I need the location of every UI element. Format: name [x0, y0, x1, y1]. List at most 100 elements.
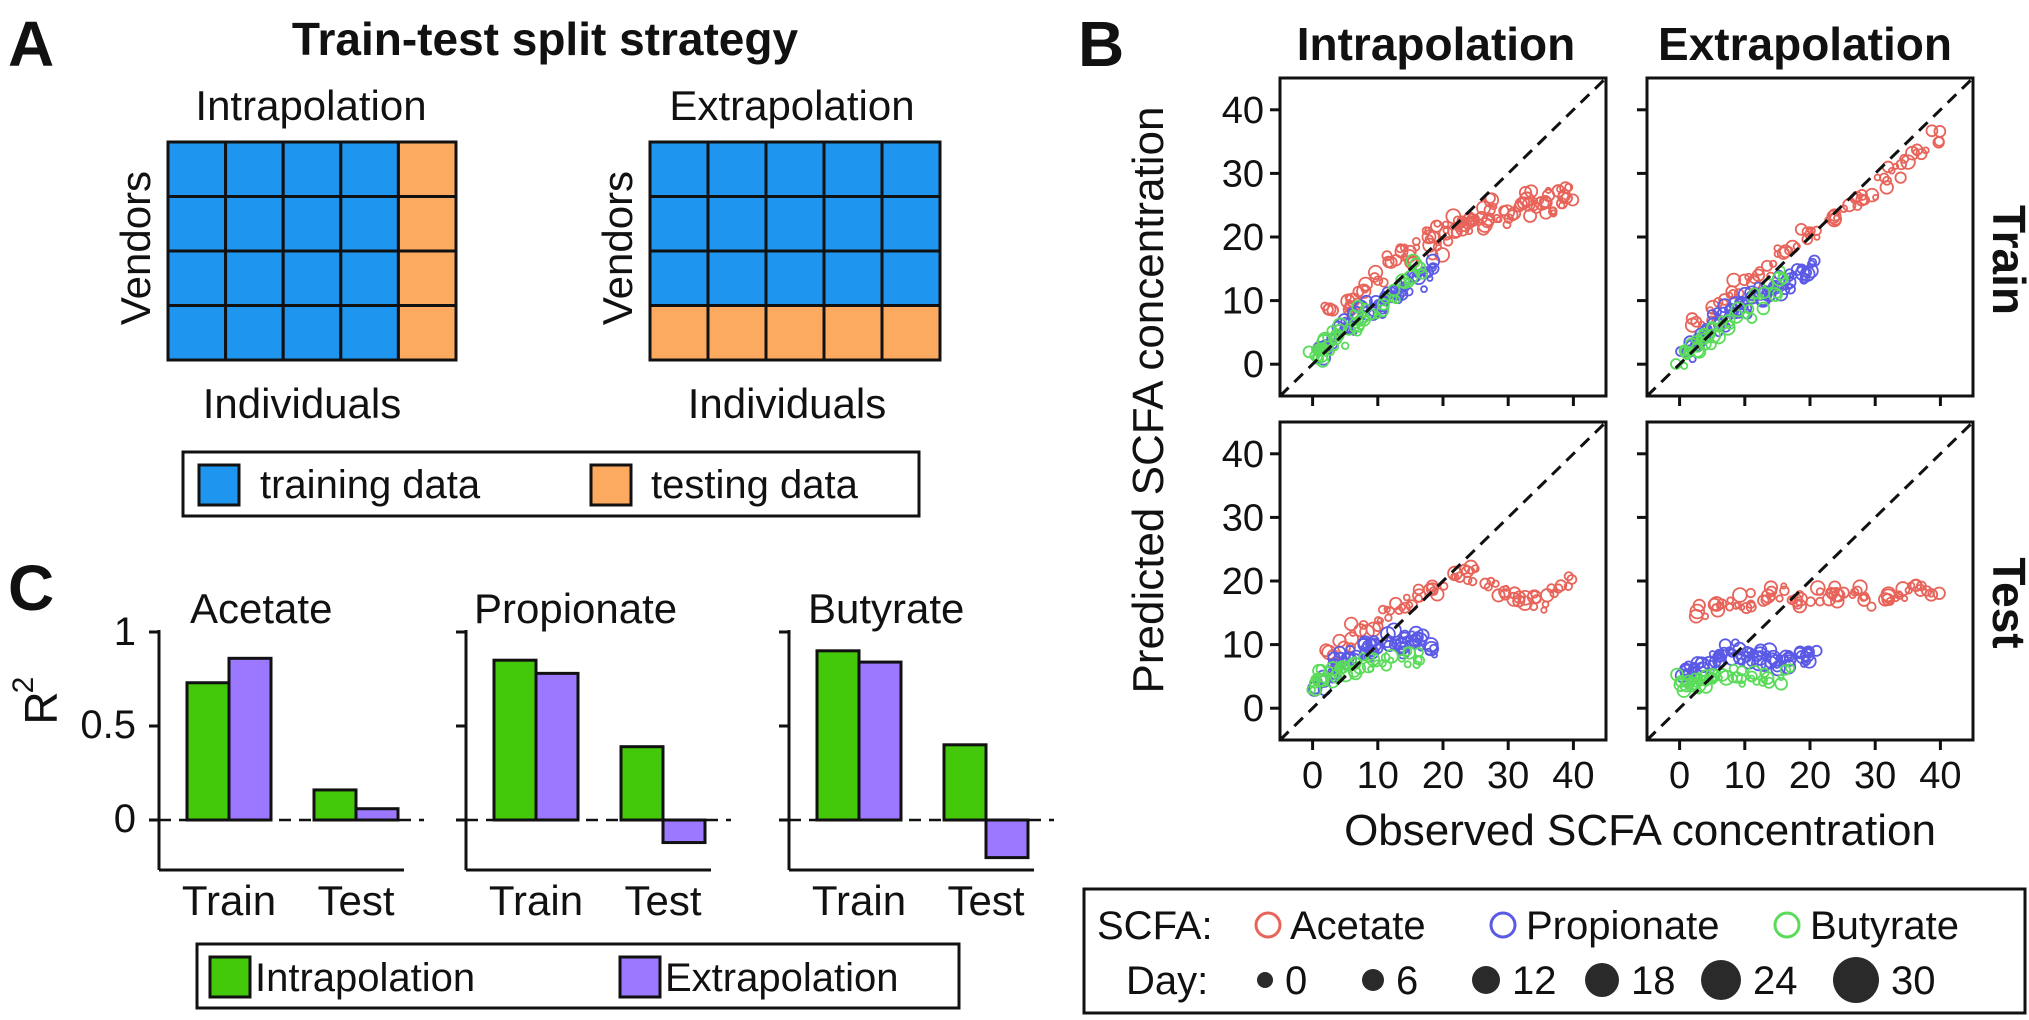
point-acetate — [1751, 268, 1766, 282]
point-acetate — [1566, 574, 1578, 585]
grid-cell-training — [224, 249, 285, 307]
scfa-legend-box — [1082, 887, 2027, 1015]
day-size-marker — [1362, 969, 1384, 991]
point-propionate — [1741, 646, 1753, 657]
day-legend: 0 6 12 18 24 30 — [1257, 957, 1936, 1003]
point-propionate — [1799, 651, 1811, 662]
point-butyrate — [1771, 271, 1788, 287]
point-acetate — [1684, 317, 1701, 333]
grid-extra-xlabel: Individuals — [688, 380, 886, 427]
point-propionate — [1386, 622, 1402, 639]
point-acetate — [1716, 601, 1725, 611]
grid-cell-training — [339, 249, 400, 307]
day-size-label: 0 — [1285, 959, 1307, 1003]
point-acetate — [1690, 315, 1703, 328]
grid-cell-training — [706, 249, 768, 307]
point-acetate — [1707, 597, 1722, 612]
scfa-legend: SCFA: Acetate Propionate Butyrate Day: 0… — [1082, 887, 2027, 1015]
point-butyrate — [1736, 665, 1748, 677]
point-acetate — [1895, 158, 1908, 171]
point-propionate — [1783, 654, 1797, 667]
point-propionate — [1807, 259, 1816, 269]
legend-acetate-marker — [1254, 911, 1282, 939]
scatter-panel-intra-test: 00 10 10 20 20 30 30 40 40 — [1222, 420, 1608, 797]
point-acetate — [1527, 199, 1540, 212]
point-acetate — [1794, 222, 1808, 236]
point-acetate — [1473, 214, 1480, 222]
point-acetate — [1778, 244, 1793, 259]
point-propionate — [1425, 253, 1441, 269]
grid-cell-testing — [764, 304, 826, 362]
scatter-panel-extra-train — [1637, 76, 1975, 406]
point-butyrate — [1774, 676, 1788, 691]
bar-chart-propionate: Propionate Train Test — [456, 585, 731, 924]
point-acetate — [1563, 571, 1574, 582]
y-tick-label: 30 — [1222, 153, 1264, 195]
point-acetate — [1369, 272, 1381, 283]
grid-cell-training — [281, 249, 343, 307]
point-acetate — [1531, 594, 1542, 605]
y-tick-label: 0 — [1243, 344, 1264, 386]
grid-cell-training — [281, 195, 343, 253]
grid-cell-training — [822, 195, 884, 253]
point-acetate — [1541, 188, 1556, 202]
x-tick-label: 20 — [1789, 755, 1831, 797]
legend-label-training: training data — [260, 463, 481, 507]
point-acetate — [1746, 599, 1756, 610]
r2-label-sup: 2 — [7, 677, 40, 694]
point-acetate — [1384, 613, 1393, 623]
point-acetate — [1555, 197, 1568, 210]
grid-cell-training — [339, 304, 400, 362]
point-acetate — [1833, 214, 1841, 222]
point-acetate — [1738, 273, 1751, 286]
x-tick-label: 10 — [1724, 755, 1766, 797]
grid-cell-training — [764, 195, 826, 253]
y-tick-label: 10 — [1222, 625, 1264, 667]
point-butyrate — [1332, 317, 1349, 334]
split-legend: training data testing data — [181, 450, 921, 518]
point-butyrate — [1391, 294, 1401, 305]
r2-tick-1: 1 — [114, 610, 136, 654]
point-acetate — [1901, 594, 1909, 602]
point-propionate — [1784, 282, 1793, 291]
point-acetate — [1506, 591, 1522, 607]
point-acetate — [1769, 259, 1778, 268]
grid-cell-testing — [822, 304, 884, 362]
grid-cell-training — [764, 249, 826, 307]
x-tick-label: 30 — [1854, 755, 1896, 797]
col-title-extrapolation: Extrapolation — [1658, 18, 1952, 70]
point-acetate — [1857, 593, 1871, 607]
identity-line — [1645, 420, 1975, 742]
bar-intrapolation — [815, 649, 861, 822]
grid-cell-training — [281, 140, 343, 198]
point-butyrate — [1403, 660, 1412, 669]
scfa-legend-label: SCFA: — [1097, 904, 1213, 948]
point-acetate — [1439, 581, 1449, 591]
point-butyrate — [1397, 654, 1407, 663]
point-acetate — [1559, 181, 1572, 195]
x-tick-label: 40 — [1919, 755, 1961, 797]
bar-category-label: Test — [317, 877, 394, 924]
point-propionate — [1810, 644, 1823, 657]
point-acetate — [1912, 148, 1920, 156]
point-butyrate — [1340, 341, 1350, 351]
day-size-label: 24 — [1753, 959, 1798, 1003]
point-butyrate — [1691, 340, 1704, 353]
grid-intra-title: Intrapolation — [195, 82, 426, 129]
point-butyrate — [1372, 659, 1381, 668]
grid-intrapolation — [166, 140, 458, 362]
point-acetate — [1921, 146, 1930, 155]
point-acetate — [1464, 226, 1474, 236]
bar-category-label: Train — [489, 877, 583, 924]
r2-label-base: R — [15, 691, 67, 724]
point-acetate — [1479, 577, 1492, 590]
point-acetate — [1873, 173, 1882, 182]
point-acetate — [1498, 585, 1512, 599]
point-acetate — [1506, 209, 1519, 222]
point-acetate — [1405, 601, 1414, 610]
legend-label-testing: testing data — [651, 463, 859, 507]
point-acetate — [1872, 193, 1880, 201]
point-acetate — [1850, 587, 1860, 597]
point-acetate — [1483, 203, 1496, 217]
